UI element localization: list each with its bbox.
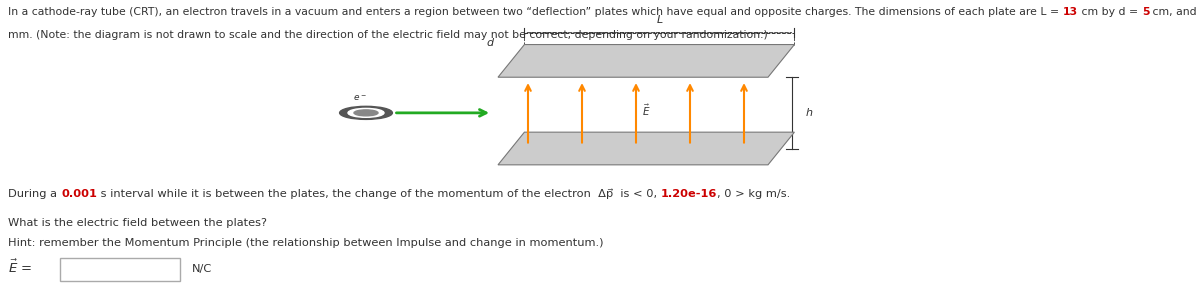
Text: mm. (Note: the diagram is not drawn to scale and the direction of the electric f: mm. (Note: the diagram is not drawn to s… [8, 30, 768, 40]
Circle shape [348, 108, 384, 117]
Polygon shape [498, 132, 794, 165]
Text: is < 0,: is < 0, [613, 189, 661, 199]
Text: L: L [656, 15, 662, 25]
Text: $\vec{E}$: $\vec{E}$ [642, 102, 650, 118]
Circle shape [354, 110, 378, 116]
Text: N/C: N/C [192, 264, 212, 274]
Circle shape [340, 106, 392, 119]
Text: cm by d =: cm by d = [1078, 7, 1141, 18]
Text: 0.001: 0.001 [61, 189, 97, 199]
Text: h: h [805, 108, 812, 118]
Text: 1.20e-16: 1.20e-16 [661, 189, 718, 199]
Text: During a: During a [8, 189, 61, 199]
Text: d: d [487, 38, 494, 48]
Polygon shape [498, 45, 794, 77]
Bar [60, 258, 180, 281]
Text: In a cathode-ray tube (CRT), an electron travels in a vacuum and enters a region: In a cathode-ray tube (CRT), an electron… [8, 7, 1063, 18]
Text: 13: 13 [1063, 7, 1078, 18]
Text: $e^-$: $e^-$ [353, 94, 367, 103]
Text: 5: 5 [1141, 7, 1150, 18]
Text: p⃗: p⃗ [606, 189, 613, 199]
Text: s interval while it is between the plates, the change of the momentum of the ele: s interval while it is between the plate… [97, 189, 606, 199]
Text: What is the electric field between the plates?: What is the electric field between the p… [8, 218, 268, 228]
Text: cm, and the gap between them is h =: cm, and the gap between them is h = [1150, 7, 1200, 18]
Text: $\vec{E}$ =: $\vec{E}$ = [8, 259, 32, 276]
Text: , 0 > kg m/s.: , 0 > kg m/s. [718, 189, 791, 199]
Text: Hint: remember the Momentum Principle (the relationship between Impulse and chan: Hint: remember the Momentum Principle (t… [8, 238, 604, 248]
